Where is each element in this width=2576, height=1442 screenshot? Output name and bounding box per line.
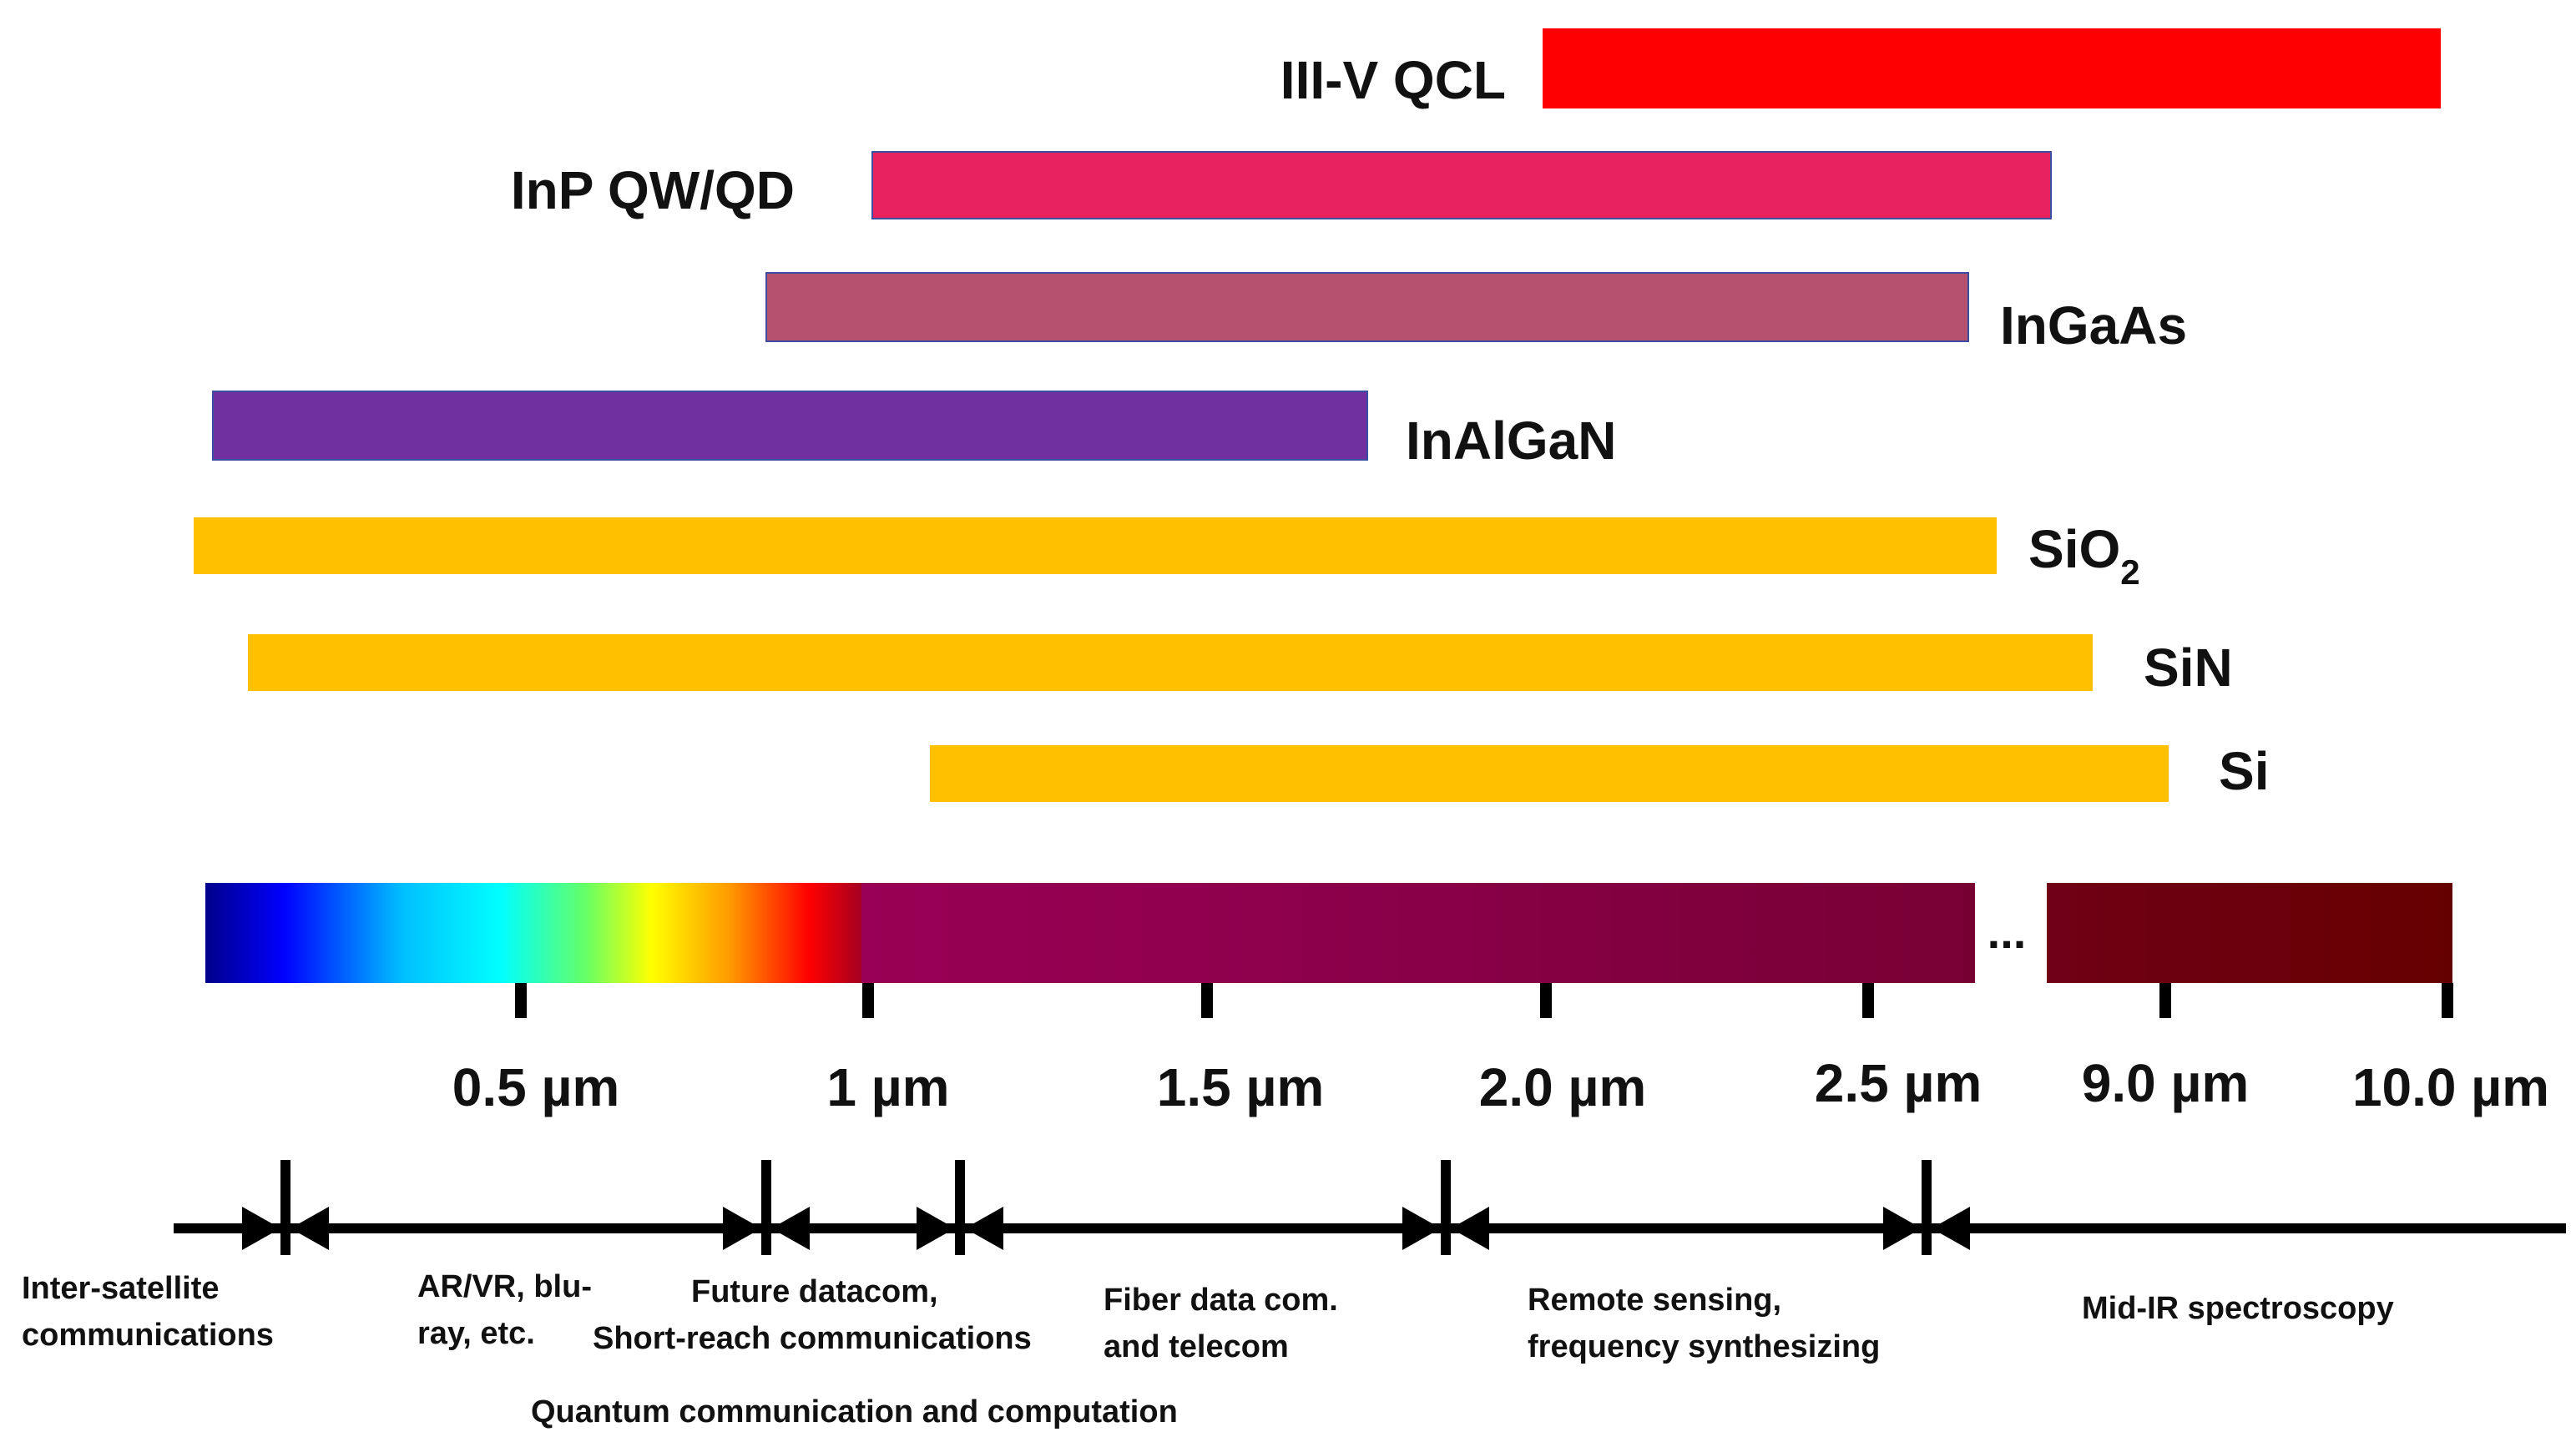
range-divider bbox=[1441, 1160, 1451, 1255]
arrow-head bbox=[917, 1207, 955, 1250]
application-arrows bbox=[174, 1160, 2566, 1255]
arrow-head bbox=[1883, 1207, 1922, 1250]
spectrum-near-ir bbox=[861, 883, 1975, 983]
bar-ingaas bbox=[765, 272, 1969, 342]
app-label-remote-sensing: Remote sensing, bbox=[1528, 1283, 1781, 1318]
label-sin: SiN bbox=[2144, 638, 2233, 698]
range-divider bbox=[955, 1160, 965, 1255]
label-sio2: SiO2 bbox=[2028, 519, 2140, 592]
tick-label: 2.5 µm bbox=[1815, 1053, 1983, 1113]
tick-label: 9.0 µm bbox=[2082, 1053, 2250, 1113]
arrow-head bbox=[723, 1207, 761, 1250]
spectrum-visible bbox=[205, 883, 861, 983]
label-ingaas: InGaAs bbox=[2000, 295, 2187, 355]
bar-sin bbox=[248, 634, 2093, 691]
app-label-mid-ir: Mid-IR spectroscopy bbox=[2082, 1291, 2394, 1326]
range-divider bbox=[1922, 1160, 1932, 1255]
app-label-remote-sensing: frequency synthesizing bbox=[1528, 1329, 1880, 1364]
app-label-datacom: Future datacom, bbox=[691, 1274, 938, 1309]
app-label-telecom: and telecom bbox=[1104, 1329, 1289, 1364]
range-divider bbox=[280, 1160, 290, 1255]
app-label-inter-satellite: communications bbox=[22, 1318, 274, 1353]
label-inp-qw-qd: InP QW/QD bbox=[511, 160, 795, 220]
app-label-inter-satellite: Inter-satellite bbox=[22, 1271, 220, 1306]
tick-label: 1 µm bbox=[826, 1057, 949, 1117]
spectrum-mid-ir bbox=[2047, 883, 2452, 983]
arrow-head bbox=[1402, 1207, 1441, 1250]
axis-ticks bbox=[515, 983, 2453, 1018]
app-label-datacom: Short-reach communications bbox=[593, 1321, 1032, 1356]
arrow-head bbox=[1451, 1207, 1489, 1250]
arrow-head bbox=[290, 1207, 329, 1250]
bar-inp-qw-qd bbox=[871, 151, 2052, 219]
app-label-ar-vr: ray, etc. bbox=[417, 1316, 535, 1351]
tick-label: 1.5 µm bbox=[1157, 1057, 1325, 1117]
range-divider bbox=[761, 1160, 771, 1255]
bar-si bbox=[930, 745, 2169, 802]
app-label-quantum: Quantum communication and computation bbox=[531, 1394, 1178, 1429]
app-label-telecom: Fiber data com. bbox=[1104, 1283, 1338, 1318]
arrow-head bbox=[771, 1207, 810, 1250]
label-iii-v-qcl: III-V QCL bbox=[1280, 50, 1506, 110]
tick-label: 0.5 µm bbox=[452, 1057, 620, 1117]
tick-label: 2.0 µm bbox=[1479, 1057, 1647, 1117]
bar-inalgan bbox=[212, 391, 1368, 461]
arrow-head bbox=[1932, 1207, 1970, 1250]
app-label-ar-vr: AR/VR, blu- bbox=[417, 1269, 592, 1304]
axis-break: ... bbox=[1988, 905, 2027, 958]
arrow-head bbox=[242, 1207, 280, 1250]
arrow-head bbox=[965, 1207, 1003, 1250]
label-inalgan: InAlGaN bbox=[1406, 411, 1616, 471]
bar-sio2 bbox=[194, 517, 1997, 574]
tick-label: 10.0 µm bbox=[2352, 1057, 2549, 1117]
bar-iii-v-qcl bbox=[1543, 28, 2441, 108]
label-si: Si bbox=[2219, 741, 2269, 801]
